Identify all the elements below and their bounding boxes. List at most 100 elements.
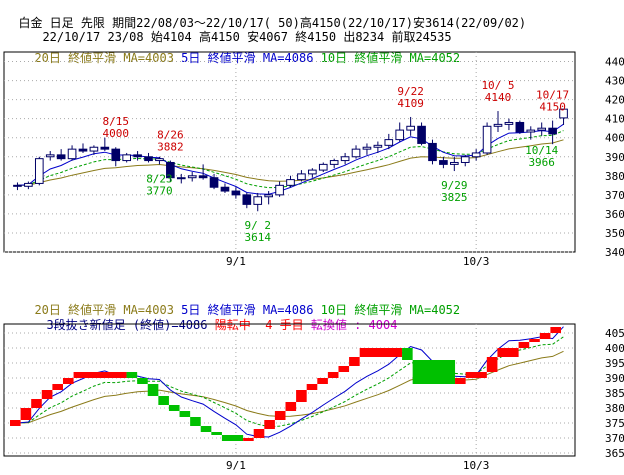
annotation-value: 4150 — [539, 101, 566, 114]
up-brick — [264, 420, 275, 429]
candle-body — [504, 121, 514, 125]
annotation-date: 8/23 — [146, 172, 173, 185]
candle-body — [133, 154, 142, 158]
candle-body — [297, 173, 306, 181]
annotation-value: 3770 — [146, 184, 173, 197]
up-brick — [274, 411, 286, 420]
annotation-date: 10/ 5 — [481, 79, 514, 92]
y-tick-label: 3750 — [605, 417, 624, 430]
up-brick — [52, 384, 63, 390]
ma5-line-bottom — [17, 326, 564, 438]
up-brick — [465, 372, 487, 378]
down-brick — [179, 411, 191, 417]
ma10-line-bottom — [17, 336, 564, 428]
candle-body — [155, 158, 164, 162]
candle-body — [242, 194, 252, 205]
down-brick — [200, 426, 212, 432]
annotation-date: 9/29 — [441, 179, 468, 192]
up-brick — [550, 327, 561, 333]
candle-body — [231, 190, 241, 196]
candle-body — [428, 142, 437, 162]
annotation-value: 3614 — [244, 231, 271, 244]
chart-header-line1: 白金 日足 先限 期間22/08/03～22/10/17( 50)高4150(2… — [4, 2, 526, 30]
up-brick — [73, 372, 127, 378]
up-brick — [31, 399, 42, 408]
x-tick-label: 10/3 — [463, 255, 490, 268]
annotation-date: 10/17 — [536, 89, 569, 102]
up-brick — [497, 348, 519, 357]
bottom-panel-frame — [3, 323, 576, 457]
legend-ma20-b: 20日 終値平滑 MA=4003 — [34, 303, 174, 317]
candle-body — [89, 146, 99, 152]
candle-body — [198, 175, 208, 179]
up-brick — [253, 429, 265, 438]
candle-body — [34, 158, 44, 184]
candle-body — [166, 161, 175, 179]
annotation-date: 10/14 — [525, 144, 558, 157]
candle-body — [340, 156, 350, 162]
y-tick-label: 4300 — [605, 75, 624, 88]
down-brick — [211, 432, 222, 435]
legend-ma5-b: 5日 終値平滑 MA=4086 — [181, 303, 314, 317]
candle-body — [67, 148, 77, 160]
up-brick — [296, 390, 307, 402]
annotation-value: 3825 — [441, 191, 468, 204]
candle-body — [253, 196, 263, 205]
down-brick — [158, 396, 169, 405]
up-brick — [455, 378, 466, 384]
up-brick — [10, 420, 21, 426]
up-brick — [359, 348, 403, 357]
header-text-1: 白金 日足 先限 期間22/08/03～22/10/17( 50)高4150(2… — [18, 16, 527, 30]
candlestick-panel: 3400 3500 3600 3700 3800 3900 4000 4100 4200 4300… — [3, 51, 624, 268]
y-tick-label: 3650 — [605, 447, 624, 460]
annotation-value: 3882 — [157, 141, 184, 154]
up-brick — [518, 342, 530, 348]
candle-body — [384, 139, 394, 146]
y-tick-label: 3900 — [605, 372, 624, 385]
down-brick — [412, 360, 456, 384]
candle-body — [78, 148, 88, 152]
candle-body — [144, 156, 153, 162]
up-brick — [338, 366, 350, 372]
candle-body — [122, 154, 131, 162]
annotation-date: 9/ 2 — [244, 219, 271, 232]
y-tick-label: 4000 — [605, 132, 624, 145]
up-brick — [285, 402, 297, 411]
candle-body — [439, 160, 448, 165]
candle-body — [275, 184, 284, 196]
ma20-line-bottom — [17, 350, 564, 424]
up-brick — [62, 378, 74, 384]
top-panel-frame — [3, 51, 576, 253]
down-brick — [147, 384, 159, 396]
y-tick-label: 3950 — [605, 357, 624, 370]
y-tick-label: 3500 — [605, 227, 624, 240]
down-brick — [190, 417, 201, 426]
candle-body — [417, 125, 426, 144]
chart-header-line2: 22/10/17 23/08 始4104 高4150 安4067 終4150 出… — [28, 16, 451, 44]
candle-body — [537, 127, 547, 131]
candle-body — [176, 177, 186, 180]
up-brick — [41, 390, 53, 399]
bottom-legend: 20日 終値平滑 MA=4003 5日 終値平滑 MA=4086 10日 終値平… — [20, 289, 460, 317]
up-brick — [529, 339, 540, 342]
candle-body — [362, 146, 372, 150]
candle-body — [482, 125, 492, 154]
candle-body — [351, 148, 361, 158]
candle-body — [13, 184, 22, 187]
line-break-label: 3段抜き新値足 (終値)=4086 — [46, 318, 208, 332]
candle-body — [45, 154, 55, 158]
candle-body — [548, 127, 557, 135]
state-label: 陽転中 — [214, 318, 251, 332]
candle-body — [100, 146, 110, 150]
line-break-panel: 3650 3700 3750 3800 3850 3900 3950 4000 4050 9/1 1… — [3, 323, 624, 472]
annotation-date: 8/15 — [103, 115, 130, 128]
candle-body — [526, 129, 536, 133]
annotation-date: 9/22 — [397, 85, 424, 98]
y-tick-label: 4050 — [605, 327, 624, 340]
y-tick-label: 3700 — [605, 189, 624, 202]
down-brick — [137, 378, 148, 384]
legend-ma10-b: 10日 終値平滑 MA=4052 — [320, 303, 461, 317]
candle-body — [187, 175, 197, 179]
y-tick-label: 3700 — [605, 432, 624, 445]
